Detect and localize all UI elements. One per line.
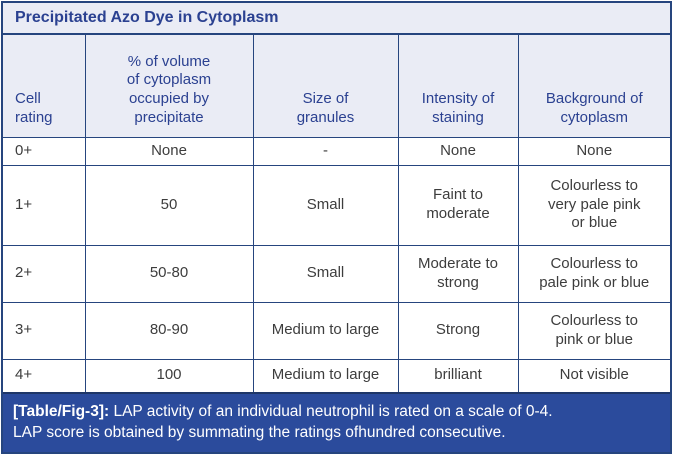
volume-value: 100 xyxy=(84,358,254,393)
cell-rating-value: 3+ xyxy=(2,301,86,360)
background-value: None xyxy=(517,136,671,166)
table-row: 1+ 50 Small Faint to moderate Colourless… xyxy=(2,164,671,246)
granule-size-value: - xyxy=(252,136,399,166)
granule-size-value: Medium to large xyxy=(252,358,399,393)
column-header-staining-intensity: Intensity of staining xyxy=(397,34,519,138)
staining-intensity-value: None xyxy=(397,136,519,166)
background-value: Not visible xyxy=(517,358,671,393)
table-row: 0+ None - None None xyxy=(2,136,671,166)
volume-value: 80-90 xyxy=(84,301,254,360)
volume-value: 50 xyxy=(84,164,254,246)
cell-rating-value: 4+ xyxy=(2,358,86,393)
volume-value: 50-80 xyxy=(84,244,254,303)
column-header-cytoplasm-background: Background of cytoplasm xyxy=(517,34,671,138)
staining-intensity-value: Faint to moderate xyxy=(397,164,519,246)
lap-rating-table: Cell rating % of volume of cytoplasm occ… xyxy=(2,34,671,393)
table-caption: [Table/Fig-3]: LAP activity of an indivi… xyxy=(3,392,670,452)
column-header-granule-size: Size of granules xyxy=(252,34,399,138)
caption-label: [Table/Fig-3]: xyxy=(13,403,110,420)
table-row: 2+ 50-80 Small Moderate to strong Colour… xyxy=(2,244,671,303)
staining-intensity-value: Moderate to strong xyxy=(397,244,519,303)
caption-line1: LAP activity of an individual neutrophil… xyxy=(113,403,553,420)
staining-intensity-value: brilliant xyxy=(397,358,519,393)
cell-rating-value: 2+ xyxy=(2,244,86,303)
caption-line2: LAP score is obtained by summating the r… xyxy=(13,423,506,441)
staining-intensity-value: Strong xyxy=(397,301,519,360)
granule-size-value: Small xyxy=(252,244,399,303)
table-row: 4+ 100 Medium to large brilliant Not vis… xyxy=(2,358,671,393)
cell-rating-value: 0+ xyxy=(2,136,86,166)
cell-rating-value: 1+ xyxy=(2,164,86,246)
table-title: Precipitated Azo Dye in Cytoplasm xyxy=(3,3,670,35)
background-value: Colourless to pale pink or blue xyxy=(517,244,671,303)
column-header-cell-rating: Cell rating xyxy=(2,34,86,138)
table-row: 3+ 80-90 Medium to large Strong Colourle… xyxy=(2,301,671,360)
background-value: Colourless to very pale pink or blue xyxy=(517,164,671,246)
granule-size-value: Small xyxy=(252,164,399,246)
column-header-volume-precipitate: % of volume of cytoplasm occupied by pre… xyxy=(84,34,254,138)
background-value: Colourless to pink or blue xyxy=(517,301,671,360)
volume-value: None xyxy=(84,136,254,166)
granule-size-value: Medium to large xyxy=(252,301,399,360)
header-row: Cell rating % of volume of cytoplasm occ… xyxy=(2,34,671,138)
